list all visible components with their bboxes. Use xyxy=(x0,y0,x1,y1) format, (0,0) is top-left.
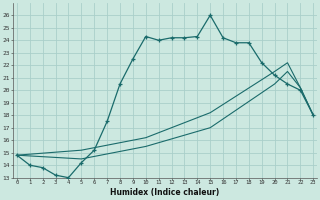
X-axis label: Humidex (Indice chaleur): Humidex (Indice chaleur) xyxy=(110,188,220,197)
